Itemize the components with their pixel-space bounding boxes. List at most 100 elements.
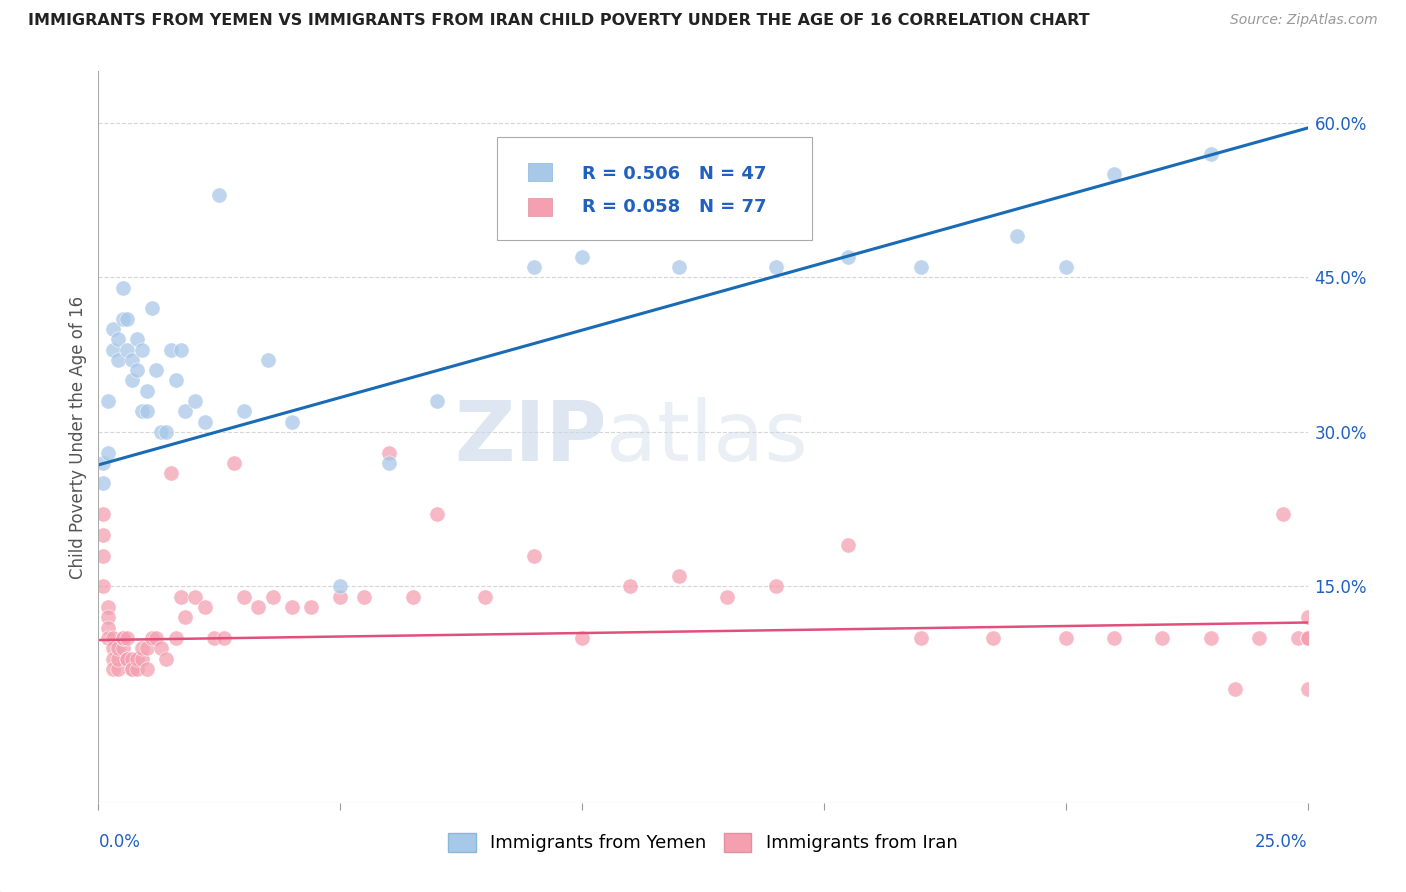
Point bbox=[1249, 631, 1271, 645]
Point bbox=[184, 590, 207, 604]
Y-axis label: Child Poverty Under the Age of 16: Child Poverty Under the Age of 16 bbox=[69, 295, 87, 579]
Point bbox=[145, 363, 167, 377]
Point bbox=[101, 651, 124, 665]
Point bbox=[135, 641, 157, 656]
Point bbox=[208, 188, 231, 202]
Point bbox=[131, 404, 153, 418]
Point bbox=[169, 590, 191, 604]
Point bbox=[1296, 631, 1319, 645]
Point bbox=[121, 662, 143, 676]
Point bbox=[426, 394, 449, 409]
Point bbox=[111, 641, 134, 656]
Text: R = 0.506   N = 47: R = 0.506 N = 47 bbox=[582, 165, 766, 183]
Point bbox=[150, 641, 173, 656]
Point bbox=[256, 352, 278, 367]
Point bbox=[135, 404, 157, 418]
Point bbox=[101, 631, 124, 645]
Point bbox=[160, 466, 183, 480]
Point bbox=[1199, 631, 1222, 645]
Point bbox=[97, 610, 120, 624]
Point bbox=[135, 384, 157, 398]
Point bbox=[165, 373, 187, 387]
Point bbox=[299, 600, 322, 615]
Point bbox=[117, 311, 139, 326]
Point bbox=[571, 631, 593, 645]
Point bbox=[141, 631, 163, 645]
FancyBboxPatch shape bbox=[527, 197, 553, 216]
Point bbox=[281, 600, 304, 615]
Point bbox=[329, 590, 352, 604]
Point bbox=[111, 281, 134, 295]
Point bbox=[668, 260, 690, 274]
Point bbox=[571, 250, 593, 264]
Point bbox=[1054, 260, 1077, 274]
Point bbox=[377, 445, 399, 459]
Point bbox=[107, 651, 129, 665]
Point bbox=[107, 332, 129, 346]
Point bbox=[204, 631, 226, 645]
Point bbox=[131, 343, 153, 357]
Point bbox=[111, 631, 134, 645]
Point bbox=[1286, 631, 1309, 645]
Point bbox=[107, 662, 129, 676]
Point bbox=[1152, 631, 1174, 645]
Point bbox=[523, 549, 546, 563]
Text: Source: ZipAtlas.com: Source: ZipAtlas.com bbox=[1230, 13, 1378, 28]
Point bbox=[91, 549, 114, 563]
Point bbox=[837, 538, 859, 552]
Text: ZIP: ZIP bbox=[454, 397, 606, 477]
Point bbox=[155, 425, 177, 439]
Point bbox=[101, 662, 124, 676]
Point bbox=[121, 352, 143, 367]
Point bbox=[101, 641, 124, 656]
Point bbox=[222, 456, 245, 470]
Legend: Immigrants from Yemen, Immigrants from Iran: Immigrants from Yemen, Immigrants from I… bbox=[441, 826, 965, 860]
Text: IMMIGRANTS FROM YEMEN VS IMMIGRANTS FROM IRAN CHILD POVERTY UNDER THE AGE OF 16 : IMMIGRANTS FROM YEMEN VS IMMIGRANTS FROM… bbox=[28, 13, 1090, 29]
Point bbox=[101, 322, 124, 336]
Point bbox=[91, 579, 114, 593]
Point bbox=[160, 343, 183, 357]
Point bbox=[765, 579, 787, 593]
Point bbox=[1296, 631, 1319, 645]
Point bbox=[101, 343, 124, 357]
Point bbox=[127, 651, 149, 665]
Point bbox=[107, 641, 129, 656]
Point bbox=[910, 631, 932, 645]
Point bbox=[91, 456, 114, 470]
Point bbox=[165, 631, 187, 645]
Point bbox=[1296, 682, 1319, 697]
Point bbox=[1102, 631, 1125, 645]
Point bbox=[97, 600, 120, 615]
Point bbox=[150, 425, 173, 439]
Point bbox=[668, 569, 690, 583]
Point bbox=[262, 590, 284, 604]
Point bbox=[981, 631, 1004, 645]
Point bbox=[169, 343, 191, 357]
Point bbox=[155, 651, 177, 665]
Point bbox=[474, 590, 496, 604]
Point bbox=[1272, 508, 1295, 522]
Point bbox=[131, 641, 153, 656]
Point bbox=[91, 508, 114, 522]
Text: R = 0.058   N = 77: R = 0.058 N = 77 bbox=[582, 198, 766, 216]
Point bbox=[837, 250, 859, 264]
Point bbox=[426, 508, 449, 522]
Point bbox=[402, 590, 425, 604]
Point bbox=[1199, 146, 1222, 161]
Point bbox=[377, 456, 399, 470]
Point bbox=[1054, 631, 1077, 645]
Point bbox=[1296, 631, 1319, 645]
Point bbox=[247, 600, 270, 615]
Point bbox=[1102, 167, 1125, 181]
Point bbox=[212, 631, 235, 645]
Text: atlas: atlas bbox=[606, 397, 808, 477]
Point bbox=[232, 590, 254, 604]
Point bbox=[117, 343, 139, 357]
Text: 0.0%: 0.0% bbox=[98, 833, 141, 851]
Point bbox=[97, 445, 120, 459]
Point bbox=[127, 363, 149, 377]
Point bbox=[131, 651, 153, 665]
Point bbox=[91, 528, 114, 542]
Point bbox=[184, 394, 207, 409]
Point bbox=[1223, 682, 1246, 697]
